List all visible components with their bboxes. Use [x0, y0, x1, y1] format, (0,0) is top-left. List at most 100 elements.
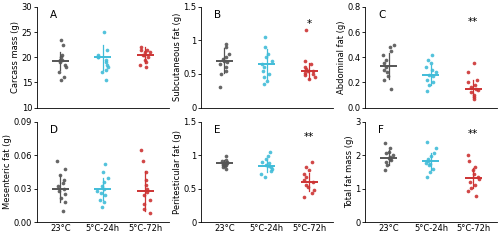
Point	[94, 55, 102, 59]
Point	[302, 29, 310, 32]
Y-axis label: Abdominal fat (g): Abdominal fat (g)	[336, 21, 345, 94]
Y-axis label: Subcutaneous fat (g): Subcutaneous fat (g)	[173, 13, 182, 101]
Point	[218, 165, 226, 169]
Point	[474, 175, 482, 179]
Point	[300, 172, 308, 176]
Point	[222, 155, 230, 158]
Point	[60, 200, 68, 204]
Point	[387, 49, 395, 53]
Point	[426, 170, 434, 174]
Point	[267, 169, 275, 173]
Point	[470, 62, 478, 65]
Point	[380, 78, 388, 82]
Point	[428, 68, 436, 72]
Point	[266, 150, 274, 154]
Point	[422, 161, 430, 164]
Point	[100, 200, 108, 204]
Point	[222, 55, 230, 59]
Point	[308, 160, 316, 164]
Point	[426, 162, 434, 165]
Point	[140, 202, 147, 206]
Point	[258, 160, 266, 164]
Point	[139, 159, 147, 163]
Point	[382, 70, 390, 74]
Point	[218, 72, 226, 76]
Point	[386, 150, 394, 154]
Y-axis label: Total fat mass (g): Total fat mass (g)	[344, 136, 354, 208]
Point	[472, 194, 480, 198]
Point	[222, 158, 230, 162]
Point	[309, 72, 317, 76]
Point	[60, 76, 68, 79]
Point	[56, 58, 64, 62]
Point	[428, 53, 436, 57]
Point	[100, 180, 108, 184]
Point	[267, 165, 275, 169]
Point	[136, 63, 144, 67]
Point	[55, 70, 63, 74]
Point	[422, 65, 430, 69]
Point	[142, 50, 150, 54]
Point	[264, 72, 272, 76]
Point	[262, 157, 270, 161]
Point	[142, 48, 150, 51]
Point	[390, 43, 398, 46]
Point	[310, 188, 318, 192]
Point	[380, 53, 388, 57]
Point	[94, 189, 102, 193]
Point	[99, 170, 107, 174]
Point	[475, 177, 483, 181]
Point	[60, 178, 68, 182]
Point	[467, 85, 475, 89]
Point	[306, 168, 314, 172]
Point	[301, 59, 309, 63]
Point	[222, 160, 230, 164]
Point	[260, 82, 268, 86]
Point	[222, 65, 230, 69]
Point	[100, 194, 108, 197]
Point	[302, 65, 310, 69]
Point	[222, 42, 230, 46]
Point	[56, 173, 64, 177]
Point	[146, 50, 154, 54]
Point	[143, 190, 151, 194]
Point	[258, 172, 266, 176]
Point	[382, 168, 390, 172]
Point	[258, 62, 266, 66]
Point	[300, 195, 308, 199]
Point	[142, 178, 150, 182]
Point	[466, 91, 474, 94]
Point	[425, 73, 433, 77]
Point	[427, 154, 435, 158]
Point	[308, 180, 316, 184]
Point	[464, 159, 472, 163]
Point	[262, 163, 270, 167]
Point	[140, 53, 148, 57]
Point	[138, 48, 145, 51]
Point	[262, 55, 270, 59]
Text: **: **	[468, 17, 478, 27]
Point	[424, 58, 432, 62]
Point	[220, 59, 228, 63]
Point	[140, 58, 148, 62]
Point	[96, 198, 104, 202]
Point	[103, 63, 111, 67]
Point	[424, 140, 432, 143]
Point	[219, 163, 227, 167]
Point	[94, 53, 102, 57]
Point	[384, 74, 392, 78]
Point	[221, 164, 229, 168]
Point	[262, 79, 270, 83]
Point	[470, 172, 478, 176]
Point	[382, 65, 390, 69]
Point	[259, 69, 267, 72]
Point	[54, 185, 62, 188]
Point	[222, 45, 230, 49]
Point	[104, 48, 112, 51]
Text: B: B	[214, 10, 222, 20]
Point	[222, 163, 230, 166]
Point	[386, 87, 394, 91]
Text: D: D	[50, 125, 58, 135]
Point	[432, 147, 440, 150]
Point	[218, 159, 226, 162]
